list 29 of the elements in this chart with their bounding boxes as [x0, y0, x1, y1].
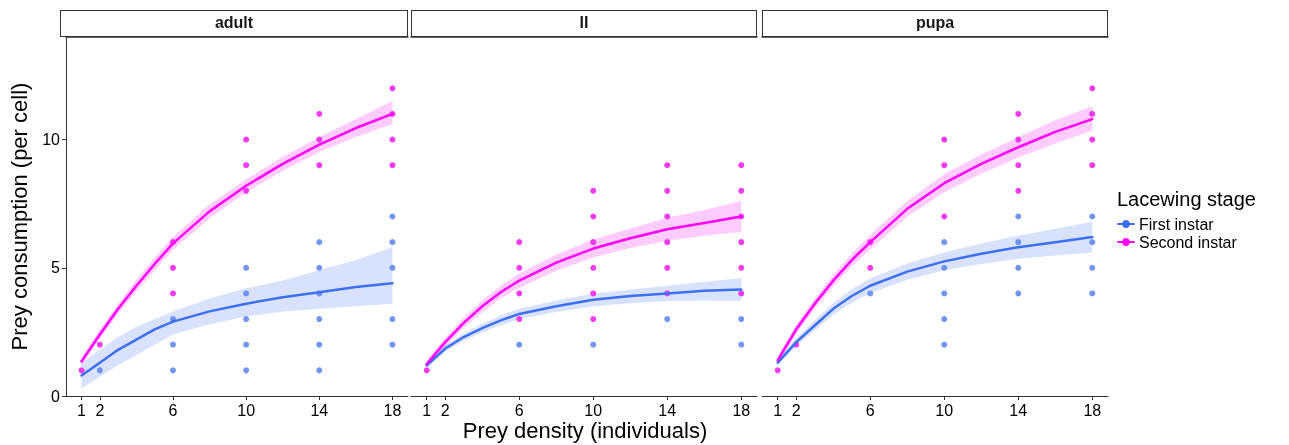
- chart-title: adult: [60, 10, 408, 37]
- x-tick-label: 14: [1009, 401, 1028, 419]
- x-tick-label: 10: [935, 401, 954, 419]
- x-tick-label: 2: [791, 401, 801, 419]
- x-tick-label: 18: [1083, 401, 1102, 419]
- chart-title: II: [411, 10, 757, 37]
- y-axis-title: Prey consumption (per cell): [6, 82, 32, 351]
- x-tick-label: 6: [865, 401, 875, 419]
- chart-title: pupa: [762, 10, 1108, 37]
- x-tick-label: 6: [168, 401, 178, 419]
- x-tick-label: 1: [77, 401, 87, 419]
- x-tick-label: 2: [440, 401, 450, 419]
- x-tick-label: 18: [732, 401, 751, 419]
- x-tick-label: 14: [658, 401, 677, 419]
- legend-title: Lacewing stage: [1117, 188, 1256, 210]
- x-tick-label: 18: [383, 401, 402, 419]
- legend-label: Second instar: [1139, 233, 1238, 251]
- x-tick-label: 14: [310, 401, 329, 419]
- x-axis-title: Prey density (individuals): [462, 417, 708, 443]
- x-tick-label: 2: [95, 401, 105, 419]
- x-tick-label: 1: [422, 401, 432, 419]
- x-tick-label: 10: [584, 401, 603, 419]
- y-tick-label: 5: [51, 259, 61, 277]
- x-tick-label: 10: [237, 401, 256, 419]
- y-tick-label: 0: [51, 387, 61, 405]
- y-tick-label: 10: [42, 131, 61, 149]
- legend-label: First instar: [1139, 215, 1215, 233]
- x-tick-label: 6: [514, 401, 524, 419]
- x-tick-label: 1: [773, 401, 783, 419]
